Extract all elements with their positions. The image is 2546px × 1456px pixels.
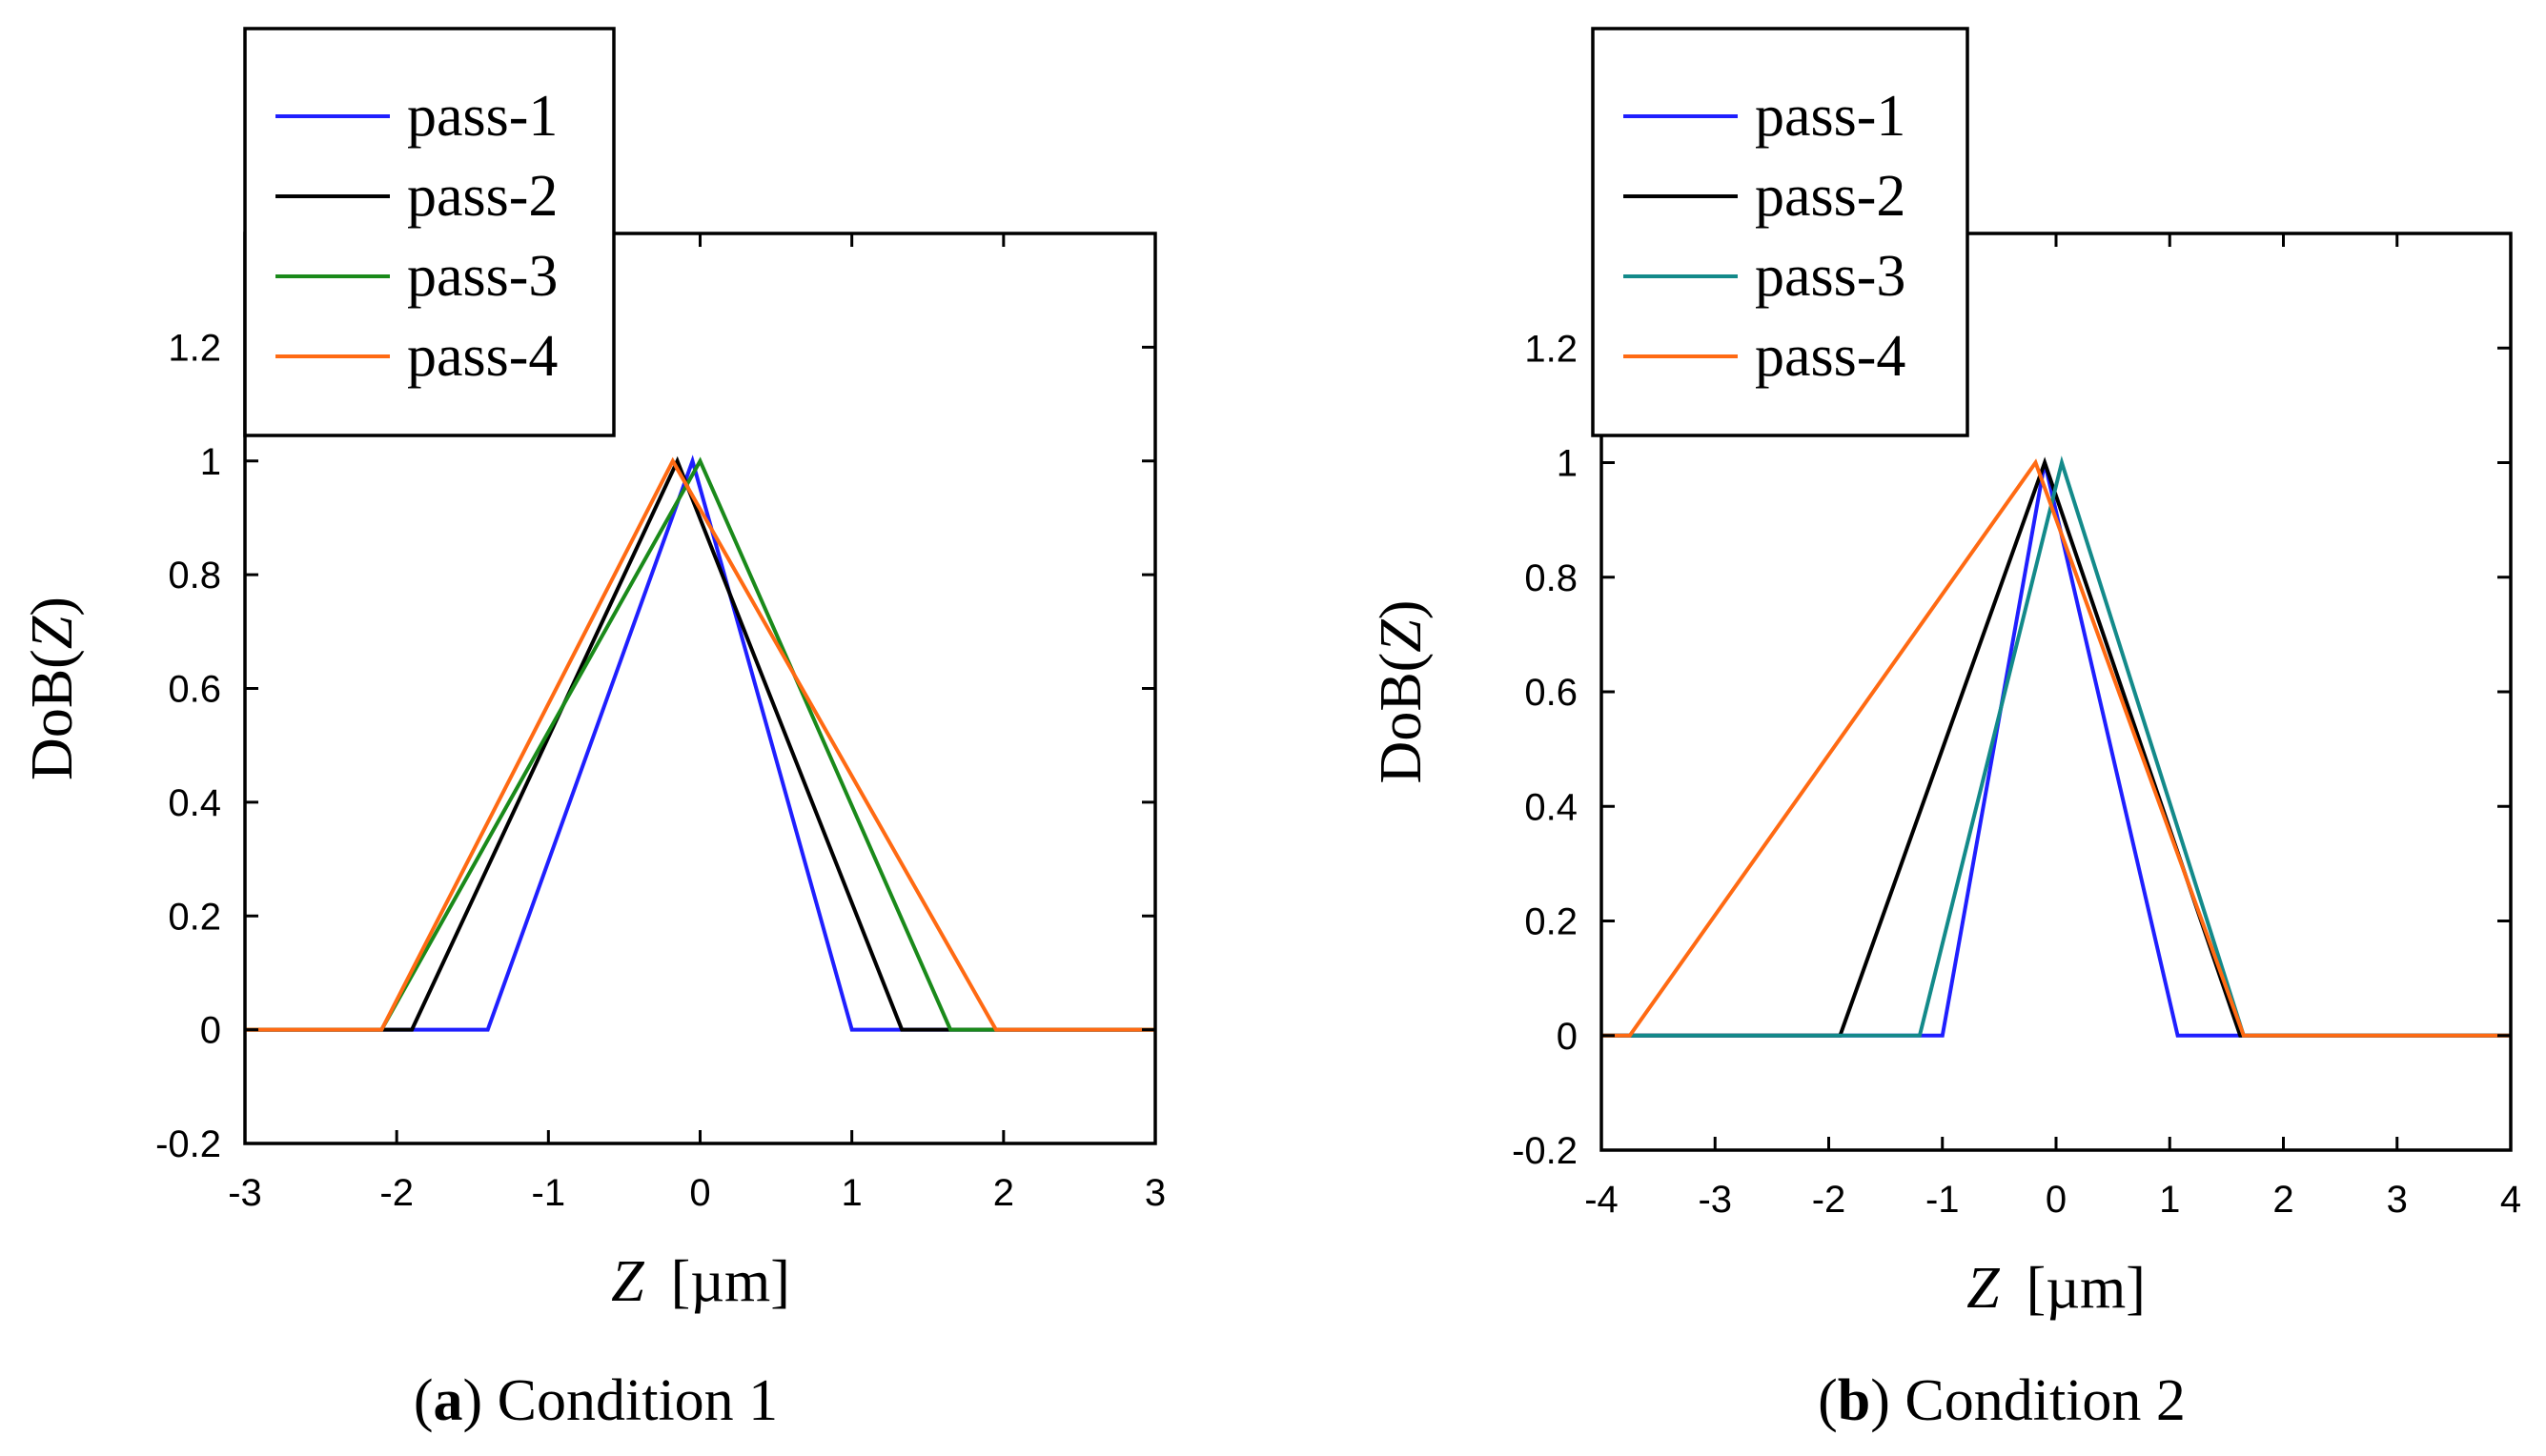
y-axis-title-var: Z — [20, 616, 85, 649]
caption-close-paren: ) — [462, 1368, 482, 1433]
x-tick-label: 3 — [1145, 1172, 1166, 1214]
y-tick-label: 1 — [200, 441, 221, 483]
y-tick-label: 1.2 — [1524, 328, 1578, 370]
y-tick-label: 0 — [200, 1010, 221, 1052]
legend-label-pass-3: pass-3 — [1755, 244, 1905, 309]
y-axis-title-close: ) — [1369, 600, 1434, 620]
legend-label-pass-4: pass-4 — [1755, 324, 1905, 389]
chart-panel-b: -4 -3 -2 -1 0 1 2 3 4-0.200.20.40.60.811.2DoB(Z)… — [1369, 27, 2521, 1433]
x-axis-title-unit: [µm] — [671, 1249, 790, 1314]
x-tick-label: -3 — [228, 1172, 262, 1214]
caption-open-paren: ( — [414, 1368, 434, 1433]
x-tick-label: -1 — [1925, 1179, 1960, 1221]
legend-label-pass-3: pass-3 — [407, 244, 558, 309]
x-axis-title-var: Z — [611, 1249, 644, 1314]
x-tick-label: 2 — [2272, 1179, 2293, 1221]
caption-close-paren: ) — [1870, 1368, 1890, 1433]
x-tick-label: -2 — [1812, 1179, 1846, 1221]
legend-box — [243, 27, 616, 437]
series-line-pass-2 — [245, 455, 1155, 1032]
caption-letter: a — [433, 1368, 462, 1433]
y-tick-label: 0.4 — [1524, 786, 1578, 828]
x-tick-label: -2 — [379, 1172, 414, 1214]
caption-letter: b — [1838, 1368, 1870, 1433]
y-tick-label: 0.8 — [1524, 557, 1578, 599]
x-tick-label: 0 — [689, 1172, 710, 1214]
x-tick-label: 4 — [2500, 1179, 2521, 1221]
panel-caption: (a) Condition 1 — [414, 1368, 778, 1433]
y-tick-label: 0.4 — [168, 782, 221, 824]
series-line-pass-4 — [1601, 458, 2511, 1038]
y-axis-title-close: ) — [20, 597, 85, 617]
y-axis-title-main: DoB( — [1369, 653, 1434, 784]
y-tick-label: -0.2 — [1512, 1130, 1578, 1172]
caption-text: Condition 1 — [482, 1368, 778, 1433]
series-line-pass-2 — [1601, 456, 2511, 1038]
x-tick-label: -3 — [1698, 1179, 1732, 1221]
y-tick-label: 0.8 — [168, 555, 221, 597]
y-axis-title-main: DoB( — [20, 649, 85, 780]
caption-text: Condition 2 — [1890, 1368, 2186, 1433]
x-tick-label: 3 — [2387, 1179, 2408, 1221]
x-axis-title: Z [µm] — [1966, 1256, 2146, 1321]
legend-label-pass-2: pass-2 — [407, 164, 558, 229]
series-line-pass-1 — [1601, 462, 2511, 1038]
x-axis-title-var: Z — [1966, 1256, 2000, 1321]
y-tick-label: 0.2 — [168, 896, 221, 938]
legend-label-pass-4: pass-4 — [407, 324, 558, 389]
series-line-pass-4 — [245, 456, 1155, 1032]
series-line-pass-3 — [1601, 455, 2511, 1038]
y-tick-label: 1 — [1557, 443, 1578, 485]
legend-box — [1591, 27, 1969, 437]
legend-label-pass-1: pass-1 — [1755, 84, 1905, 149]
x-tick-label: 1 — [2159, 1179, 2180, 1221]
legend: pass-1 pass-2 pass-3 pass-4 — [1591, 27, 1969, 437]
x-tick-label: 2 — [993, 1172, 1014, 1214]
series-line-pass-3 — [245, 456, 1155, 1032]
x-tick-label: -1 — [532, 1172, 566, 1214]
caption-open-paren: ( — [1818, 1368, 1838, 1433]
y-tick-label: -0.2 — [155, 1123, 221, 1165]
x-axis-title-unit: [µm] — [2027, 1256, 2146, 1321]
y-tick-label: 0.6 — [1524, 672, 1578, 714]
legend: pass-1 pass-2 pass-3 pass-4 — [243, 27, 616, 437]
y-tick-label: 0.6 — [168, 669, 221, 711]
y-tick-label: 0 — [1557, 1016, 1578, 1058]
x-tick-label: -4 — [1584, 1179, 1619, 1221]
x-axis-title: Z [µm] — [611, 1249, 790, 1314]
legend-label-pass-1: pass-1 — [407, 84, 558, 149]
panel-caption: (b) Condition 2 — [1818, 1368, 2186, 1433]
y-axis-title-var: Z — [1369, 619, 1434, 653]
x-tick-label: 1 — [842, 1172, 863, 1214]
series-line-pass-1 — [245, 455, 1155, 1032]
y-tick-label: 1.2 — [168, 327, 221, 369]
y-tick-label: 0.2 — [1524, 901, 1578, 943]
x-tick-label: 0 — [2046, 1179, 2067, 1221]
legend-label-pass-2: pass-2 — [1755, 164, 1905, 229]
y-axis-title: DoB(Z) — [1369, 600, 1434, 784]
y-axis-title: DoB(Z) — [20, 597, 85, 780]
